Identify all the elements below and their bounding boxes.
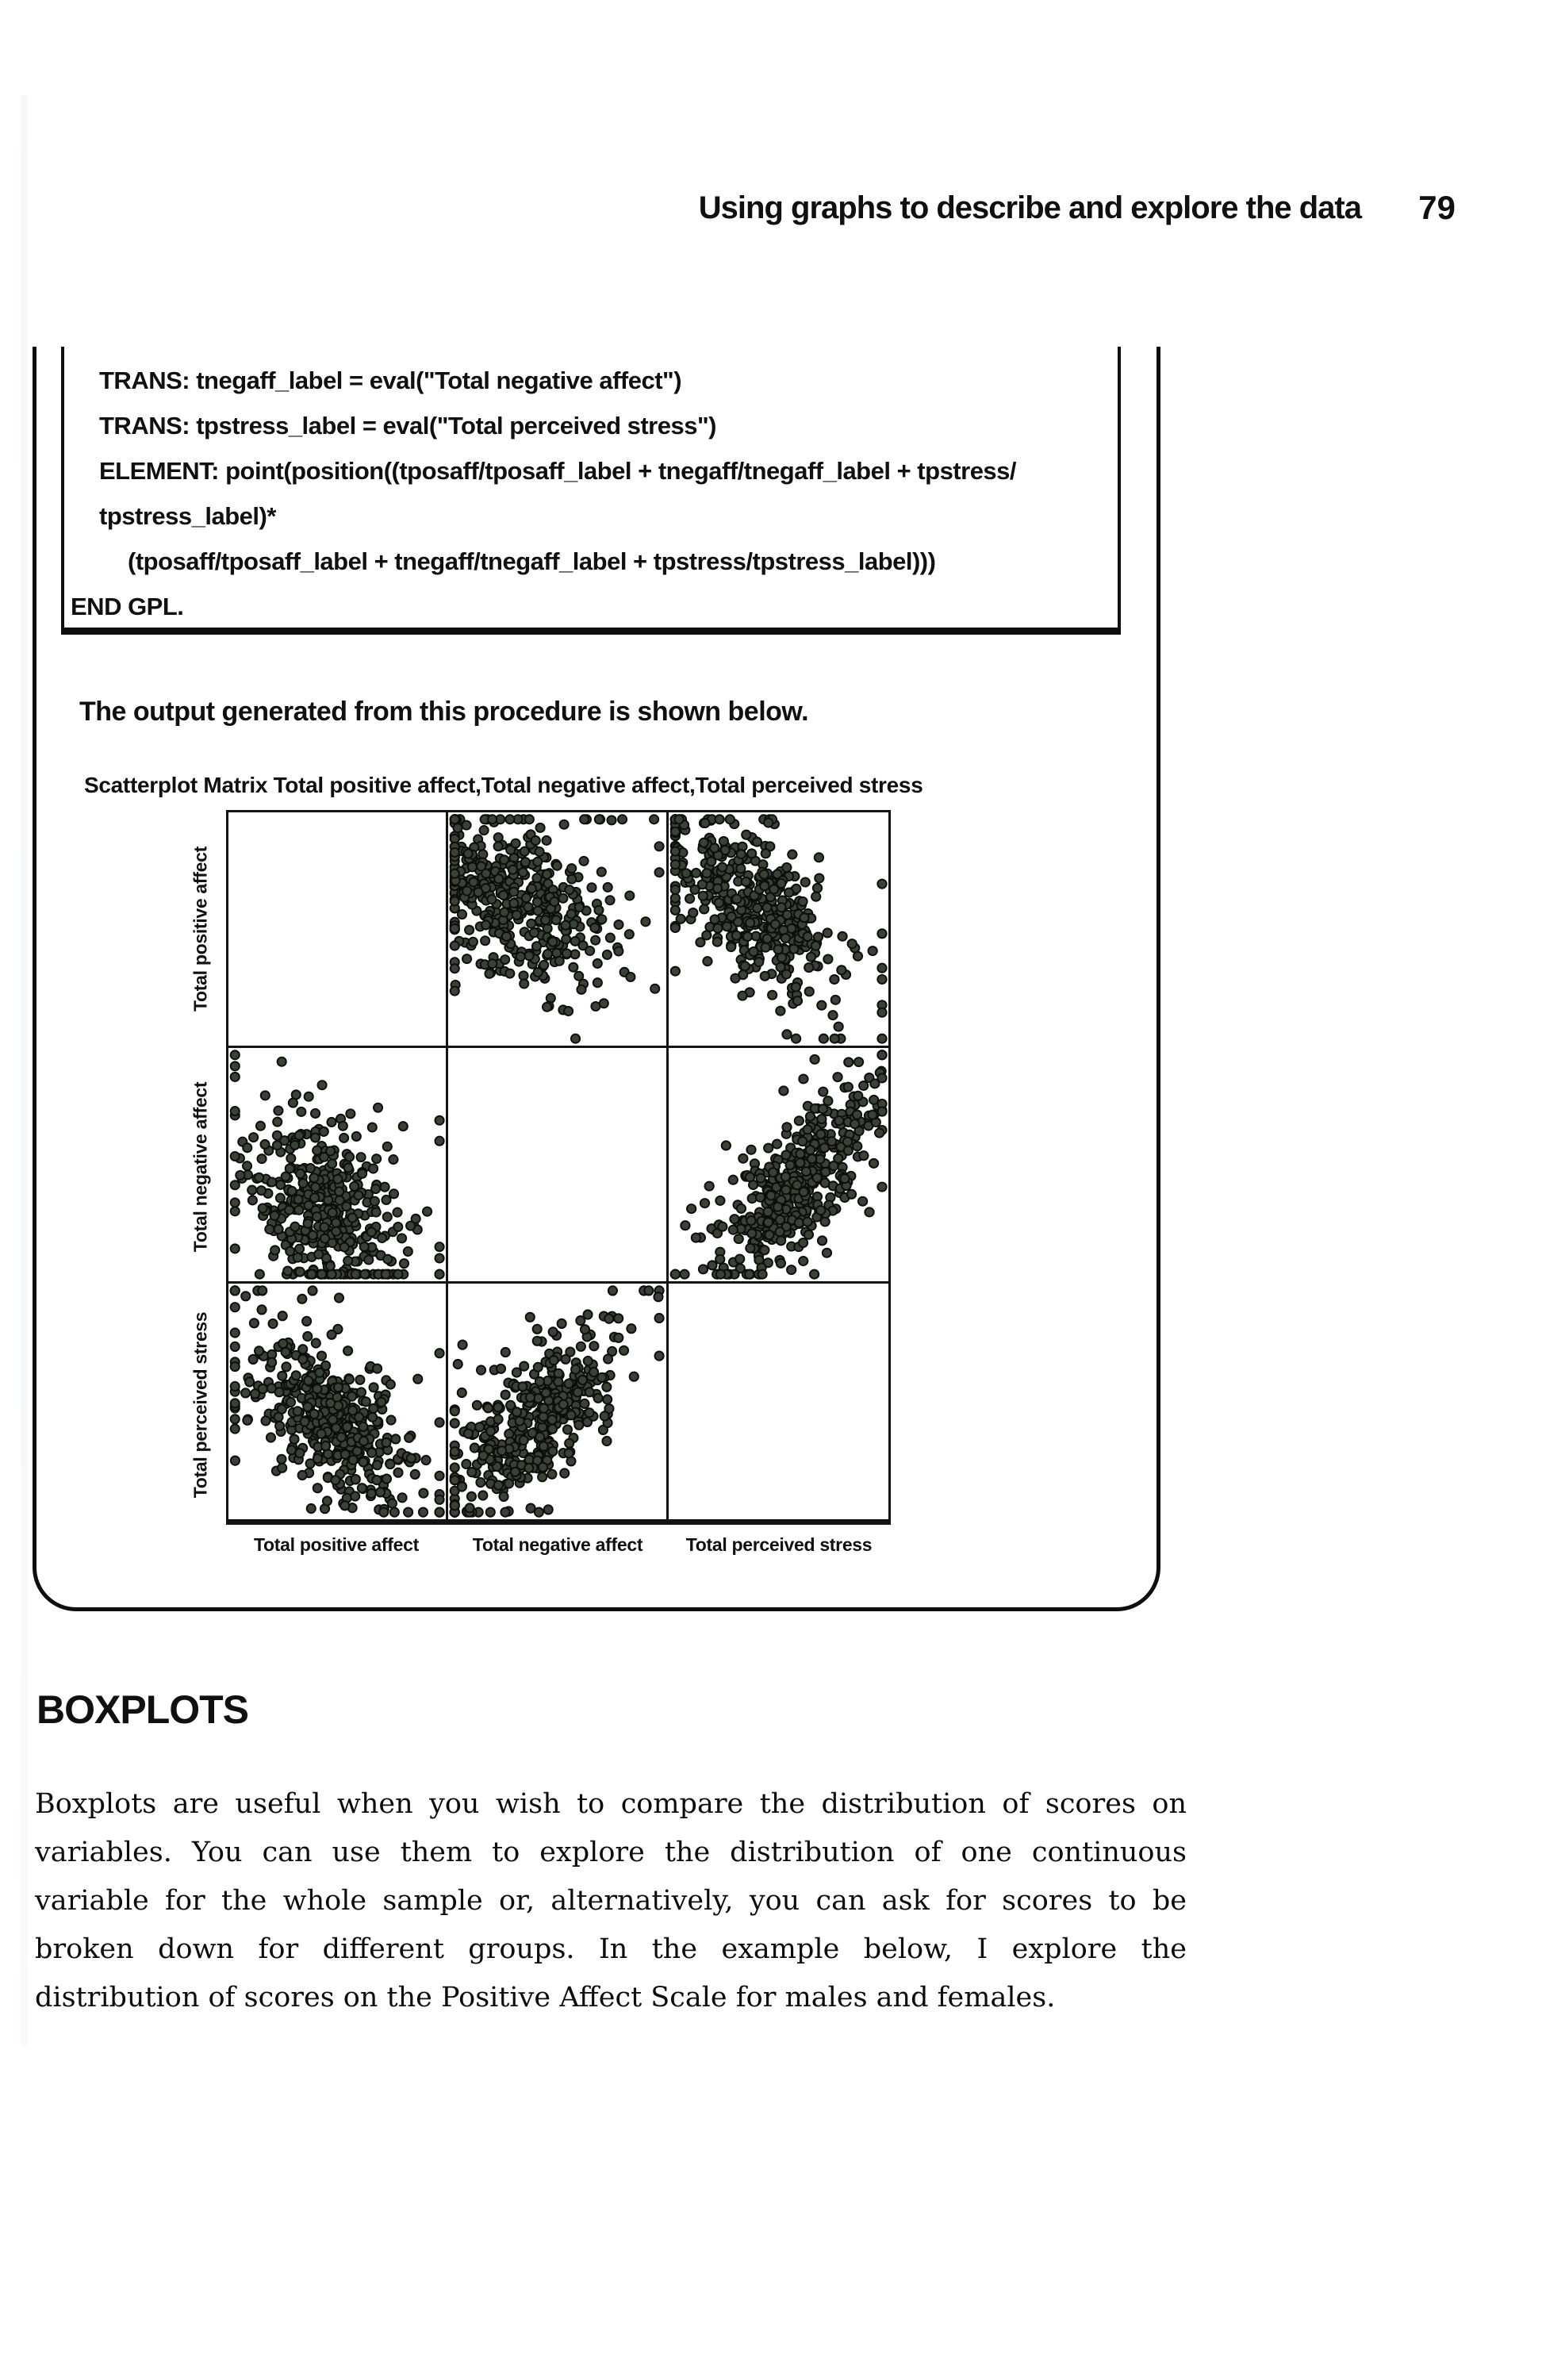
scatter-panel xyxy=(450,1285,665,1518)
scatter-panel xyxy=(229,1285,445,1518)
scatter-panel xyxy=(669,814,888,1044)
scatter-panel xyxy=(229,1050,445,1280)
y-axis-label-positive-affect: Total positive affect xyxy=(190,846,211,1012)
matrix-scatter-cell xyxy=(668,812,888,1048)
intro-text: The output generated from this procedure… xyxy=(79,697,809,727)
code-line: tpstress_label)* xyxy=(99,502,276,530)
code-line: TRANS: tnegaff_label = eval("Total negat… xyxy=(99,367,682,394)
matrix-scatter-cell xyxy=(448,1284,669,1519)
code-line: END GPL. xyxy=(71,593,184,620)
matrix-diagonal-cell xyxy=(228,812,449,1048)
matrix-scatter-cell xyxy=(228,1284,449,1519)
code-line: ELEMENT: point(position((tposaff/tposaff… xyxy=(99,457,1017,485)
y-axis-label-perceived-stress: Total perceived stress xyxy=(190,1311,211,1499)
chart-title: Scatterplot Matrix Total positive affect… xyxy=(84,773,923,797)
page-number: 79 xyxy=(1418,189,1456,226)
scatter-panel xyxy=(669,1050,888,1280)
body-paragraph: Boxplots are useful when you wish to com… xyxy=(35,1788,1187,2013)
matrix-scatter-cell xyxy=(228,1048,449,1284)
section-heading: BOXPLOTS xyxy=(36,1687,249,1732)
scan-artifact xyxy=(21,95,28,2047)
matrix-diagonal-cell xyxy=(669,1284,888,1519)
scatter-panel xyxy=(450,814,665,1044)
matrix-scatter-cell xyxy=(448,812,669,1048)
scatterplot-matrix xyxy=(226,810,891,1525)
x-axis-label-perceived-stress: Total perceived stress xyxy=(685,1534,873,1555)
output-frame xyxy=(33,347,1160,1611)
x-axis-label-negative-affect: Total negative affect xyxy=(472,1534,643,1555)
code-line: (tposaff/tposaff_label + tnegaff/tnegaff… xyxy=(128,547,936,575)
matrix-diagonal-cell xyxy=(448,1048,669,1284)
running-head: Using graphs to describe and explore the… xyxy=(698,190,1362,225)
x-axis-label-positive-affect: Total positive affect xyxy=(254,1534,419,1555)
code-line: TRANS: tpstress_label = eval("Total perc… xyxy=(99,412,717,440)
matrix-scatter-cell xyxy=(668,1048,888,1284)
gpl-syntax-box: TRANS: tnegaff_label = eval("Total negat… xyxy=(61,347,1121,635)
y-axis-label-negative-affect: Total negative affect xyxy=(190,1081,211,1253)
